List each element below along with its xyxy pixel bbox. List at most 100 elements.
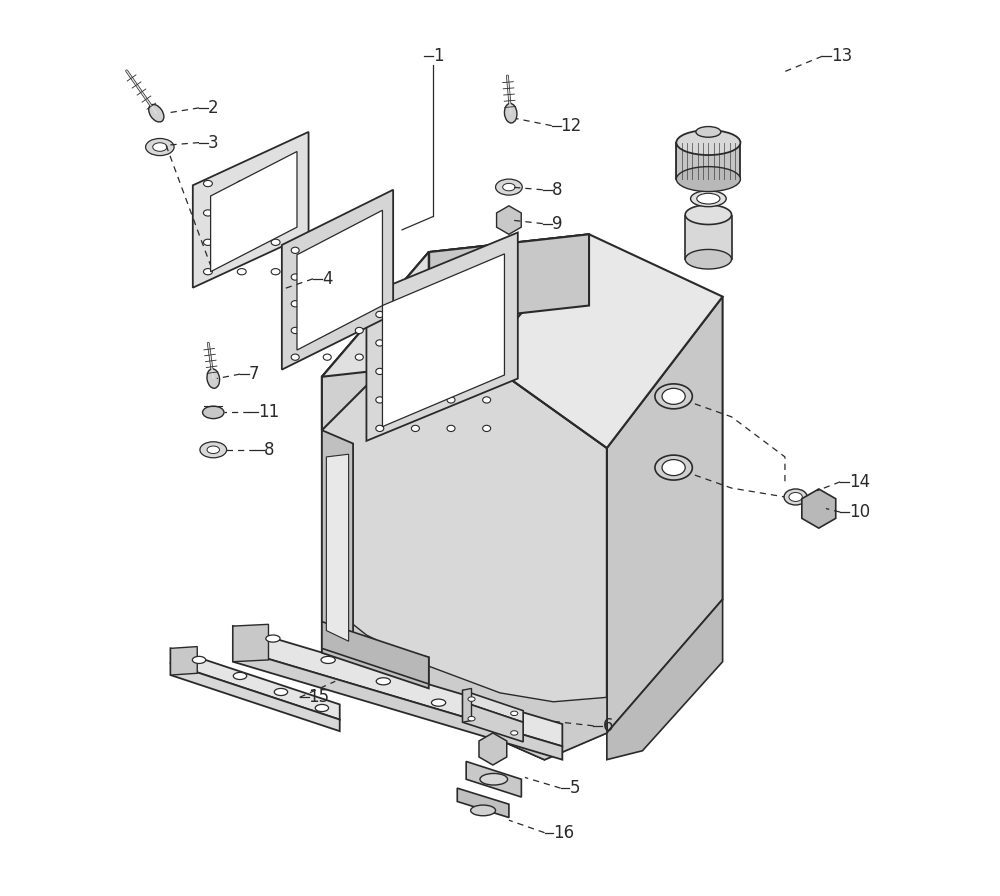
Ellipse shape <box>511 711 518 716</box>
Ellipse shape <box>200 442 227 458</box>
Ellipse shape <box>291 327 299 333</box>
Ellipse shape <box>237 269 246 275</box>
Ellipse shape <box>447 426 455 432</box>
Ellipse shape <box>271 210 280 216</box>
Ellipse shape <box>789 493 802 502</box>
Ellipse shape <box>431 699 446 706</box>
Ellipse shape <box>315 704 329 711</box>
Ellipse shape <box>291 354 299 360</box>
Ellipse shape <box>468 697 475 702</box>
Ellipse shape <box>697 194 720 204</box>
Text: 7: 7 <box>249 365 259 383</box>
Ellipse shape <box>291 301 299 306</box>
Ellipse shape <box>411 368 419 375</box>
Text: 11: 11 <box>258 403 279 421</box>
Ellipse shape <box>483 426 491 432</box>
Text: 5: 5 <box>569 780 580 797</box>
Ellipse shape <box>146 139 174 156</box>
Polygon shape <box>193 132 309 288</box>
Polygon shape <box>382 254 504 426</box>
Polygon shape <box>171 649 340 719</box>
Ellipse shape <box>480 773 508 785</box>
Ellipse shape <box>655 455 692 480</box>
Ellipse shape <box>207 446 220 453</box>
Text: 13: 13 <box>831 47 852 65</box>
Ellipse shape <box>271 180 280 186</box>
Text: 8: 8 <box>264 441 275 459</box>
Text: 14: 14 <box>849 473 870 491</box>
Polygon shape <box>233 626 562 746</box>
Polygon shape <box>685 217 732 259</box>
Polygon shape <box>171 663 340 731</box>
Ellipse shape <box>503 184 515 191</box>
Text: 8: 8 <box>552 181 562 199</box>
Ellipse shape <box>496 179 522 195</box>
Ellipse shape <box>376 368 384 375</box>
Ellipse shape <box>291 274 299 280</box>
Ellipse shape <box>471 806 496 815</box>
Text: 10: 10 <box>849 504 870 521</box>
Polygon shape <box>607 599 723 760</box>
Polygon shape <box>322 599 607 760</box>
Ellipse shape <box>784 489 807 505</box>
Text: 2: 2 <box>208 99 219 116</box>
Ellipse shape <box>149 105 164 122</box>
Ellipse shape <box>411 311 419 317</box>
Text: 16: 16 <box>553 823 575 841</box>
Ellipse shape <box>266 635 280 642</box>
Polygon shape <box>466 762 521 797</box>
Ellipse shape <box>676 167 740 192</box>
Ellipse shape <box>203 406 224 418</box>
Polygon shape <box>282 190 393 370</box>
Ellipse shape <box>411 340 419 346</box>
Ellipse shape <box>237 180 246 186</box>
Ellipse shape <box>691 191 726 207</box>
Text: 1: 1 <box>433 47 444 65</box>
Ellipse shape <box>203 239 212 246</box>
Text: 15: 15 <box>309 688 330 706</box>
Ellipse shape <box>355 301 363 306</box>
Ellipse shape <box>447 340 455 346</box>
Ellipse shape <box>511 731 518 736</box>
Polygon shape <box>607 297 723 733</box>
Ellipse shape <box>207 369 220 388</box>
Ellipse shape <box>696 126 721 137</box>
Text: 3: 3 <box>208 134 219 151</box>
Ellipse shape <box>655 383 692 409</box>
Ellipse shape <box>676 130 740 155</box>
Ellipse shape <box>291 247 299 254</box>
Polygon shape <box>322 234 723 448</box>
Ellipse shape <box>468 717 475 721</box>
Polygon shape <box>322 622 429 684</box>
Ellipse shape <box>662 388 685 404</box>
Ellipse shape <box>376 426 384 432</box>
Ellipse shape <box>237 210 246 216</box>
Polygon shape <box>233 649 562 760</box>
Polygon shape <box>463 702 523 742</box>
Polygon shape <box>322 234 589 376</box>
Ellipse shape <box>355 327 363 333</box>
Ellipse shape <box>487 720 501 728</box>
Text: 9: 9 <box>552 215 562 233</box>
Polygon shape <box>676 143 740 179</box>
Ellipse shape <box>274 688 288 695</box>
Ellipse shape <box>376 311 384 317</box>
Ellipse shape <box>192 657 206 663</box>
Ellipse shape <box>411 426 419 432</box>
Ellipse shape <box>237 239 246 246</box>
Polygon shape <box>233 625 268 662</box>
Ellipse shape <box>233 672 247 679</box>
Ellipse shape <box>323 354 331 360</box>
Polygon shape <box>457 788 509 817</box>
Ellipse shape <box>483 311 491 317</box>
Text: 12: 12 <box>561 116 582 134</box>
Ellipse shape <box>483 397 491 403</box>
Ellipse shape <box>323 327 331 333</box>
Polygon shape <box>326 454 349 642</box>
Polygon shape <box>211 151 297 271</box>
Ellipse shape <box>355 354 363 360</box>
Ellipse shape <box>376 340 384 346</box>
Polygon shape <box>366 233 518 441</box>
Ellipse shape <box>376 397 384 403</box>
Ellipse shape <box>323 247 331 254</box>
